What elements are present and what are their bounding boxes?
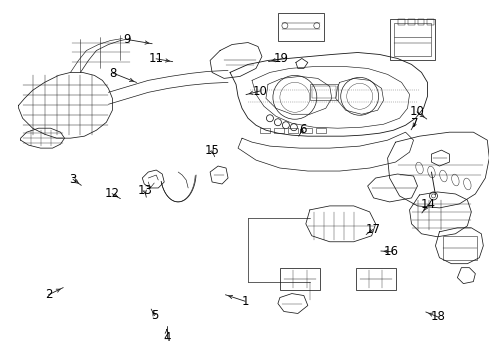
Bar xyxy=(280,268,320,289)
Bar xyxy=(393,23,432,57)
Bar xyxy=(316,128,326,133)
Text: 9: 9 xyxy=(123,33,130,46)
Text: 5: 5 xyxy=(151,309,158,322)
Text: 10: 10 xyxy=(252,85,267,98)
Bar xyxy=(417,19,424,24)
Text: 18: 18 xyxy=(431,310,445,324)
Text: 10: 10 xyxy=(410,105,424,118)
Bar xyxy=(302,128,312,133)
Bar xyxy=(443,236,477,260)
Bar xyxy=(397,19,405,24)
Text: 4: 4 xyxy=(163,331,171,344)
Text: 16: 16 xyxy=(384,245,399,258)
Text: 6: 6 xyxy=(299,122,306,136)
Bar xyxy=(408,19,415,24)
Bar xyxy=(390,19,436,60)
Text: 19: 19 xyxy=(274,52,289,65)
Text: 13: 13 xyxy=(137,184,152,197)
Bar xyxy=(356,268,395,289)
Bar xyxy=(260,128,270,133)
Text: 7: 7 xyxy=(411,117,419,130)
Text: 14: 14 xyxy=(421,198,436,211)
Bar xyxy=(312,86,336,98)
Text: 3: 3 xyxy=(69,173,77,186)
Bar xyxy=(310,84,338,100)
Text: 8: 8 xyxy=(109,67,117,80)
Bar xyxy=(288,128,298,133)
Text: 17: 17 xyxy=(366,223,381,236)
Bar xyxy=(278,13,324,41)
Text: 15: 15 xyxy=(204,144,219,157)
Bar xyxy=(427,19,435,24)
Text: 11: 11 xyxy=(148,52,164,65)
Text: 2: 2 xyxy=(45,288,52,301)
Bar xyxy=(274,128,284,133)
Text: 1: 1 xyxy=(241,295,249,308)
Text: 12: 12 xyxy=(104,187,120,200)
